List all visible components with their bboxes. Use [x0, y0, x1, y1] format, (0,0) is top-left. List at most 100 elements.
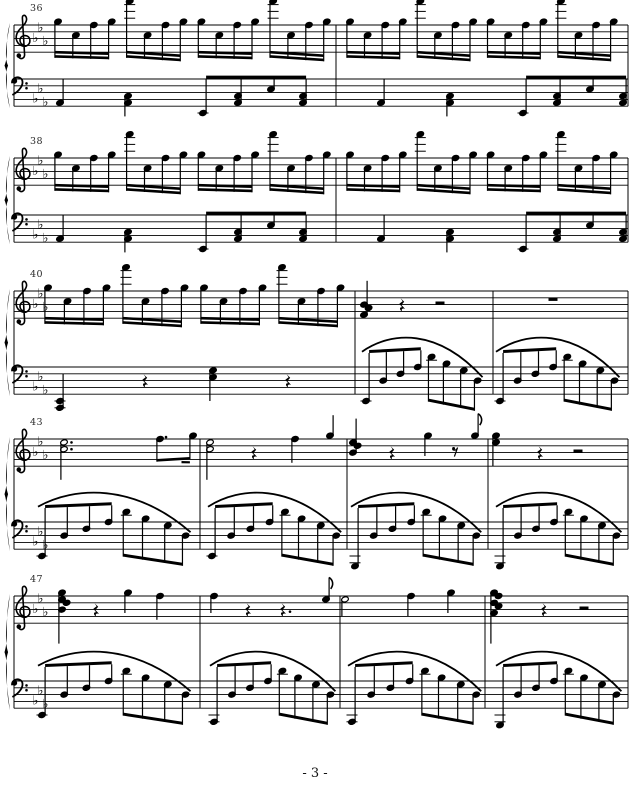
note-quarter	[55, 79, 65, 107]
chord	[489, 589, 503, 644]
bass-clef-icon	[11, 364, 28, 384]
eighth-note	[470, 412, 483, 439]
note-quarter	[376, 215, 386, 243]
treble-clef-icon	[15, 14, 31, 60]
beam	[126, 183, 181, 190]
note-quarter	[123, 589, 133, 613]
measure-number: 40	[30, 269, 44, 280]
beamed-sixteenth-group	[199, 284, 267, 326]
brace-icon	[4, 23, 10, 109]
treble-clef-curve	[15, 585, 31, 631]
beam	[156, 457, 190, 462]
beam	[44, 321, 104, 326]
beamed-sixteenth-group	[124, 130, 188, 195]
arpeggio-run	[36, 491, 192, 566]
beam	[417, 183, 470, 190]
beam	[122, 321, 182, 328]
beam	[217, 661, 272, 667]
arpeggio-run	[36, 650, 192, 725]
arpeggio-run	[494, 491, 623, 570]
beam	[557, 183, 611, 190]
beam	[200, 316, 260, 321]
treble-clef-icon	[15, 585, 31, 631]
note-quarter	[325, 415, 335, 439]
beamed-sixteenth-group	[486, 18, 548, 60]
slur	[495, 336, 621, 378]
beamed-sixteenth-group	[555, 0, 618, 62]
half-rest	[435, 301, 445, 305]
beam	[526, 211, 627, 215]
quarter-rest	[389, 446, 395, 460]
flat-sign-icon: ♭	[38, 682, 44, 697]
note-half	[340, 596, 350, 617]
beam	[200, 321, 260, 326]
flat-sign-icon: ♭	[38, 523, 44, 538]
treble-clef-dot	[16, 467, 22, 472]
note-quarter	[423, 432, 433, 456]
note-quarter	[209, 592, 219, 613]
flat-sign-icon: ♭	[33, 163, 39, 178]
beam	[417, 50, 470, 57]
treble-clef-curve	[15, 14, 31, 60]
bass-clef-dot	[25, 370, 28, 373]
flat-sign-icon: ♭	[38, 153, 44, 168]
chord	[359, 280, 373, 319]
beam	[181, 461, 190, 464]
treble-clef-curve	[15, 147, 31, 193]
note-quarter	[155, 592, 165, 620]
beam	[198, 55, 252, 60]
beamed-sixteenth-group	[267, 130, 331, 195]
measure-number: 38	[30, 136, 44, 147]
beam	[358, 502, 415, 508]
beamed-eighth-group	[517, 211, 628, 253]
flat-sign-icon: ♭	[38, 434, 44, 449]
beam	[355, 661, 413, 667]
quarter-rest	[285, 374, 291, 388]
arpeggio-run	[349, 491, 482, 570]
beam	[428, 398, 475, 411]
flat-sign-icon: ♭	[33, 601, 39, 616]
chord	[208, 367, 218, 401]
beam	[54, 50, 109, 55]
arpeggio-run	[494, 336, 621, 411]
beamed-sixteenth-group	[276, 263, 345, 328]
beam	[487, 188, 541, 193]
whole-rest	[548, 297, 558, 301]
beam	[503, 347, 557, 353]
arpeggio-run	[494, 650, 623, 729]
flat-sign-icon: ♭	[33, 30, 39, 45]
beam	[45, 661, 112, 667]
arpeggio-run	[360, 336, 484, 411]
beam	[270, 55, 324, 62]
beam	[123, 712, 183, 725]
half-rest	[579, 606, 589, 610]
beamed-sixteenth-group	[414, 0, 478, 62]
chord	[54, 373, 66, 412]
chord	[123, 228, 133, 253]
beamed-sixteenth-group	[267, 0, 331, 62]
beamed-sixteenth-group	[345, 151, 407, 193]
grand-staff-system: ♭♭♭♭♭♭	[4, 0, 629, 117]
beamed-sixteenth-group	[124, 0, 188, 62]
bass-clef-icon	[11, 76, 28, 96]
augmentation-dot	[164, 435, 168, 439]
beamed-sixteenth-group	[197, 18, 260, 60]
beam	[557, 188, 611, 195]
beam	[417, 55, 470, 62]
treble-clef-dot	[16, 624, 22, 629]
slur	[209, 650, 337, 692]
measure-number: 47	[30, 574, 44, 585]
beam	[270, 188, 324, 195]
bass-clef-curve	[11, 678, 24, 698]
bass-clef-dot	[25, 684, 28, 687]
slur	[207, 491, 342, 533]
quarter-rest	[93, 603, 99, 617]
slur	[37, 491, 192, 533]
quarter-rest	[142, 374, 148, 388]
bass-clef-dot	[25, 688, 28, 692]
bass-clef-dot	[25, 86, 28, 90]
treble-clef-curve	[15, 280, 31, 326]
bass-clef-dot	[25, 218, 28, 221]
notehead	[494, 592, 503, 600]
treble-clef-dot	[16, 186, 22, 191]
